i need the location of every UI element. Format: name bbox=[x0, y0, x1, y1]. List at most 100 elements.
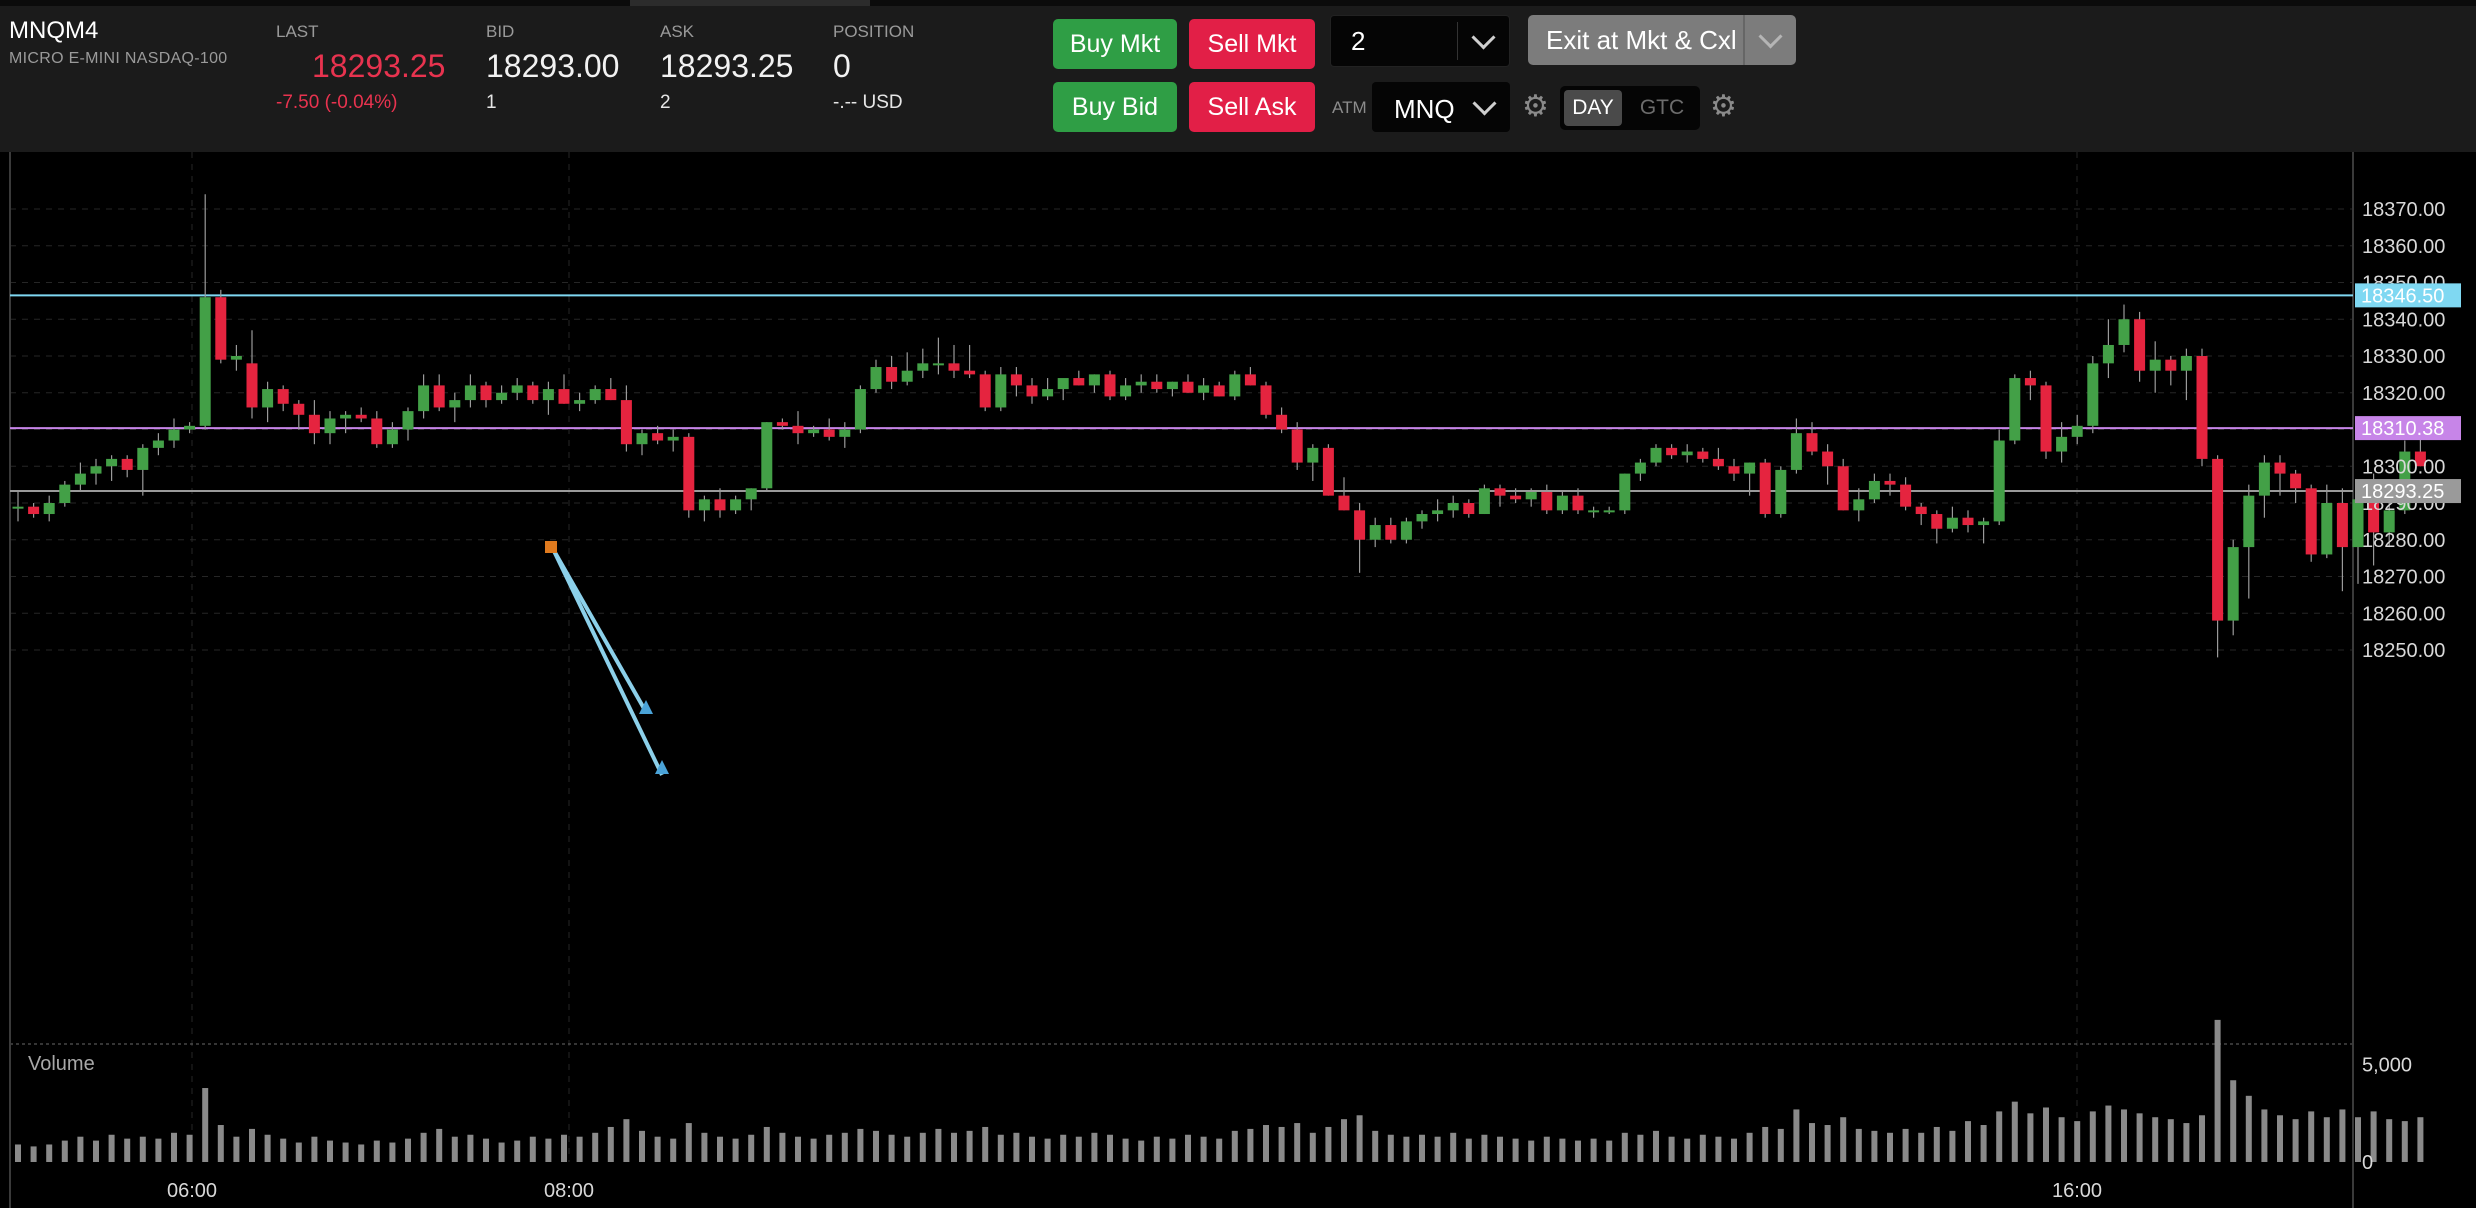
candle-body bbox=[1900, 484, 1912, 507]
volume-bar bbox=[2043, 1107, 2049, 1162]
candle-body bbox=[449, 400, 461, 408]
candle-body bbox=[1276, 414, 1288, 430]
volume-bar bbox=[1902, 1128, 1909, 1162]
candle-body bbox=[1166, 381, 1178, 390]
candle-body bbox=[1494, 488, 1506, 496]
buy-market-button[interactable]: Buy Mkt bbox=[1053, 19, 1177, 69]
chevron-down-icon[interactable] bbox=[1472, 91, 1497, 116]
volume-bar bbox=[888, 1134, 895, 1162]
candle-body bbox=[932, 363, 944, 366]
horizontal-lines[interactable] bbox=[10, 294, 2353, 493]
candle-body bbox=[2243, 495, 2255, 548]
volume-bar bbox=[1278, 1126, 1285, 1162]
volume-bar bbox=[763, 1126, 770, 1162]
chevron-down-icon[interactable] bbox=[1471, 25, 1496, 50]
exit-at-market-label[interactable]: Exit at Mkt & Cxl bbox=[1546, 25, 1737, 55]
volume-bar bbox=[1122, 1138, 1129, 1162]
volume-bar bbox=[1668, 1136, 1675, 1162]
volume-bar bbox=[2058, 1117, 2065, 1162]
volume-bar bbox=[2401, 1121, 2408, 1162]
candle-body bbox=[2087, 363, 2099, 426]
candle-body bbox=[1354, 510, 1366, 540]
time-in-force-toggle[interactable]: DAY GTC bbox=[1560, 86, 1700, 130]
candle-body bbox=[1759, 462, 1771, 515]
volume-bar bbox=[1029, 1136, 1035, 1162]
ask-label: ASK bbox=[660, 22, 695, 41]
price-tick-label: 18360.00 bbox=[2362, 236, 2445, 258]
volume-bar bbox=[1777, 1128, 1784, 1162]
quantity-selector[interactable]: 2 bbox=[1330, 15, 1510, 67]
candle-body bbox=[2305, 488, 2317, 555]
candle-body bbox=[1244, 374, 1256, 386]
volume-bars bbox=[15, 1019, 2424, 1162]
candle-body bbox=[1260, 385, 1272, 415]
candle-body bbox=[2009, 378, 2021, 441]
candle-body bbox=[730, 499, 742, 511]
price-level-label: 18293.25 bbox=[2361, 481, 2444, 503]
price-chart[interactable]: 18370.0018360.0018350.0018340.0018330.00… bbox=[0, 152, 2476, 1208]
tif-day-option[interactable]: DAY bbox=[1564, 90, 1622, 126]
sell-market-button[interactable]: Sell Mkt bbox=[1189, 19, 1315, 69]
candle-body bbox=[698, 499, 710, 511]
volume-bar bbox=[405, 1138, 411, 1162]
volume-bar bbox=[1965, 1121, 1971, 1162]
volume-bar bbox=[1091, 1132, 1098, 1162]
candle-body bbox=[1307, 447, 1319, 463]
volume-bar bbox=[592, 1132, 599, 1162]
price-tick-label: 18280.00 bbox=[2362, 530, 2445, 552]
candle-body bbox=[1416, 514, 1428, 522]
exit-at-market-button[interactable]: Exit at Mkt & Cxl bbox=[1528, 15, 1796, 65]
price-tick-label: 18320.00 bbox=[2362, 383, 2445, 405]
candle-body bbox=[1541, 491, 1553, 511]
chart-drawings[interactable] bbox=[545, 541, 669, 776]
candle-body bbox=[652, 433, 664, 441]
gear-icon[interactable]: ⚙ bbox=[1522, 90, 1549, 123]
candle-body bbox=[480, 385, 492, 401]
trend-line[interactable] bbox=[551, 548, 648, 713]
volume-bar bbox=[2089, 1111, 2096, 1162]
candle-body bbox=[215, 297, 227, 360]
volume-bar bbox=[155, 1138, 162, 1162]
volume-bar bbox=[467, 1134, 474, 1162]
tif-gtc-option[interactable]: GTC bbox=[1639, 96, 1685, 119]
volume-bar bbox=[2417, 1117, 2424, 1162]
volume-bar bbox=[1980, 1125, 1987, 1162]
gear-icon[interactable]: ⚙ bbox=[1710, 90, 1737, 123]
volume-bar bbox=[1887, 1132, 1893, 1162]
volume-bar bbox=[654, 1136, 661, 1162]
atm-strategy-value[interactable]: MNQ bbox=[1394, 94, 1455, 124]
price-level-label: 18310.38 bbox=[2361, 418, 2444, 440]
chevron-down-icon[interactable] bbox=[1758, 24, 1783, 49]
sell-ask-button[interactable]: Sell Ask bbox=[1189, 82, 1315, 132]
trend-line[interactable] bbox=[551, 548, 664, 776]
volume-bar bbox=[2308, 1111, 2315, 1162]
volume-bar bbox=[607, 1126, 614, 1162]
candle-body bbox=[1806, 433, 1818, 452]
volume-bar bbox=[685, 1123, 692, 1162]
volume-bar bbox=[233, 1136, 240, 1162]
buy-bid-button[interactable]: Buy Bid bbox=[1053, 82, 1177, 132]
candle-body bbox=[59, 484, 71, 503]
volume-bar bbox=[264, 1134, 271, 1162]
candle-body bbox=[1338, 495, 1350, 511]
atm-strategy-selector[interactable]: MNQ bbox=[1372, 82, 1510, 132]
volume-bar bbox=[1107, 1134, 1113, 1162]
candle-body bbox=[1775, 469, 1787, 515]
volume-bar bbox=[545, 1138, 552, 1162]
candle-body bbox=[340, 414, 352, 419]
candle-body bbox=[558, 389, 570, 404]
candle-body bbox=[1042, 389, 1054, 397]
volume-bar bbox=[1481, 1134, 1488, 1162]
volume-bar bbox=[1528, 1140, 1535, 1162]
candle-body bbox=[1510, 495, 1522, 500]
candle-body bbox=[636, 433, 648, 445]
ask-size: 2 bbox=[660, 92, 671, 113]
instrument-symbol[interactable]: MNQM4 bbox=[9, 17, 99, 44]
quantity-value[interactable]: 2 bbox=[1351, 26, 1366, 56]
volume-bar bbox=[997, 1134, 1004, 1162]
volume-bar bbox=[2292, 1119, 2299, 1162]
volume-bar bbox=[1715, 1136, 1722, 1162]
candle-body bbox=[246, 363, 258, 408]
volume-bar bbox=[1653, 1130, 1659, 1162]
candle-body bbox=[1681, 451, 1693, 456]
